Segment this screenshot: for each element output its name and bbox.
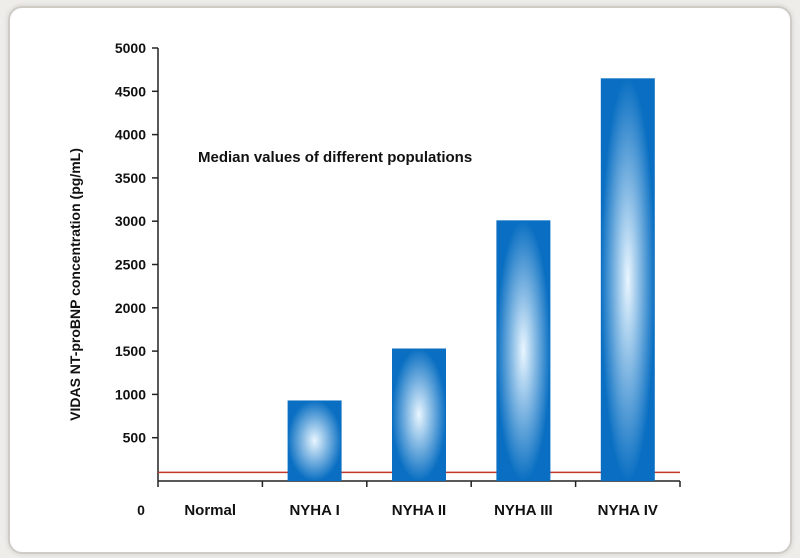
y-tick-label: 4000 [115, 127, 146, 143]
y-tick-label: 1500 [115, 343, 146, 359]
y-tick-label: 3000 [115, 213, 146, 229]
y-tick-label: 4500 [115, 83, 146, 99]
y-tick-label: 2500 [115, 257, 146, 273]
y-axis-title: VIDAS NT-proBNP concentration (pg/mL) [67, 148, 83, 421]
x-category-label: NYHA III [494, 502, 553, 519]
chart-annotation: Median values of different populations [198, 149, 472, 166]
y-tick-label: 5000 [115, 40, 146, 56]
bar [392, 348, 446, 481]
chart-bars [287, 78, 655, 482]
y-tick-label: 3500 [115, 170, 146, 186]
y-zero-label: 0 [137, 502, 145, 518]
bar [496, 220, 551, 482]
bar [600, 78, 655, 481]
y-tick-label: 2000 [115, 300, 146, 316]
y-tick-label: 500 [123, 430, 147, 446]
x-category-label: Normal [184, 502, 236, 519]
x-category-label: NYHA II [392, 502, 446, 519]
x-category-label: NYHA IV [598, 502, 658, 519]
x-category-label: NYHA I [289, 502, 339, 519]
bar [287, 400, 342, 481]
y-tick-label: 1000 [115, 386, 146, 402]
chart-labels: 500 1000 1500 2000 2500 3000 3500 4000 4500 5000 N… [115, 40, 658, 519]
